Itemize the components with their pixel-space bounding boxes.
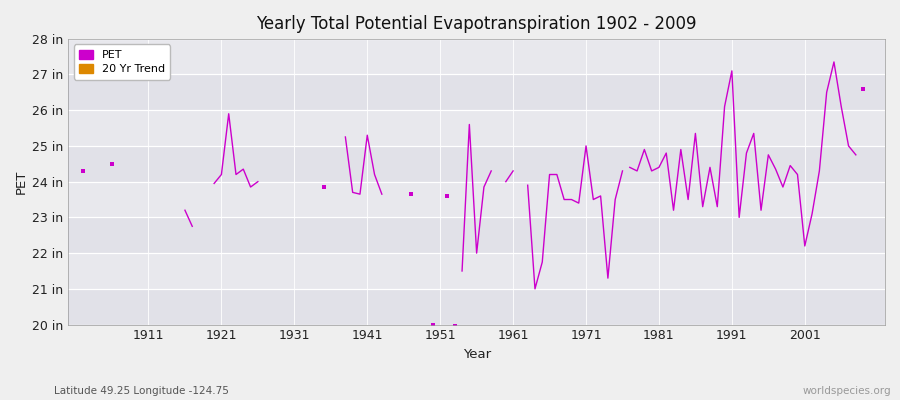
Bar xyxy=(68,217,885,253)
Bar xyxy=(68,289,885,324)
Text: worldspecies.org: worldspecies.org xyxy=(803,386,891,396)
Bar xyxy=(68,253,885,289)
Bar xyxy=(68,182,885,217)
Text: Latitude 49.25 Longitude -124.75: Latitude 49.25 Longitude -124.75 xyxy=(54,386,229,396)
Bar xyxy=(68,146,885,182)
Bar xyxy=(68,110,885,146)
Legend: PET, 20 Yr Trend: PET, 20 Yr Trend xyxy=(74,44,170,80)
X-axis label: Year: Year xyxy=(463,348,491,361)
Y-axis label: PET: PET xyxy=(15,170,28,194)
Bar xyxy=(68,74,885,110)
Title: Yearly Total Potential Evapotranspiration 1902 - 2009: Yearly Total Potential Evapotranspiratio… xyxy=(256,15,697,33)
Bar xyxy=(68,39,885,74)
